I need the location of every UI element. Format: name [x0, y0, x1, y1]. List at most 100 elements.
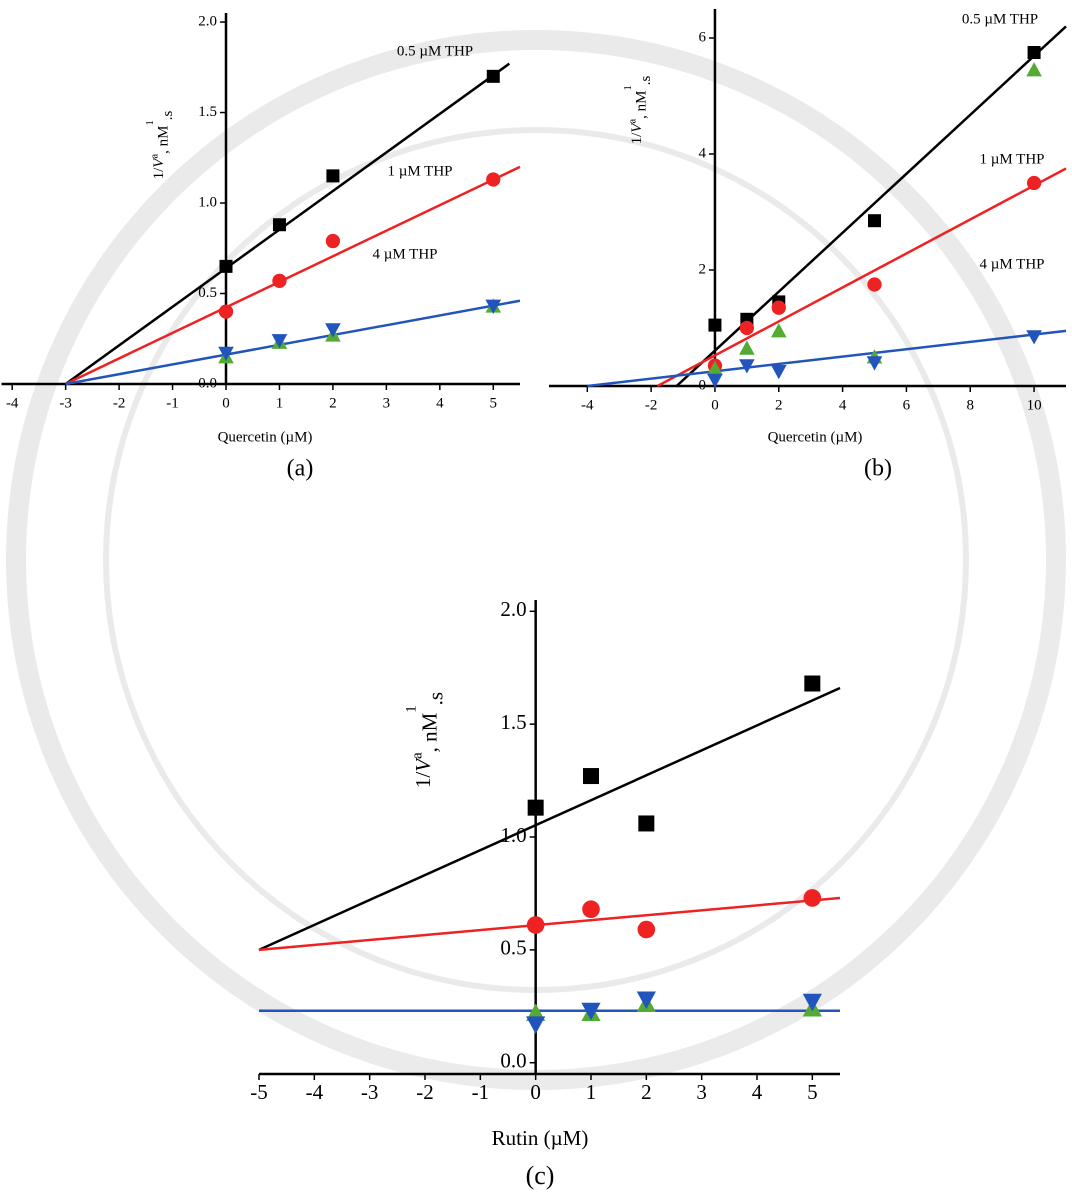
x-tick-label: 0 [222, 395, 230, 411]
fit-line [656, 167, 1067, 388]
x-tick-label: 2 [775, 397, 783, 413]
y-tick-label: 0.0 [198, 375, 217, 391]
y-tick-label: 2.0 [500, 597, 526, 621]
point [1026, 175, 1042, 191]
y-tick-label: 1.0 [198, 194, 217, 210]
y-axis-label-part: 1/ [411, 772, 435, 789]
y-axis-label-part: 1/ [151, 167, 167, 180]
x-tick-label: 4 [752, 1080, 763, 1104]
x-tick-label: 0 [711, 397, 719, 413]
point [526, 916, 545, 934]
y-axis-label-part: a [150, 154, 161, 159]
x-axis-label: Rutin (µM) [492, 1126, 589, 1150]
y-axis-label: 1/Va, nM1 .s [145, 110, 176, 179]
y-axis-label-part: V [411, 757, 435, 772]
x-tick-label: 8 [967, 397, 975, 413]
x-tick-label: 1 [276, 395, 284, 411]
point [581, 1002, 601, 1021]
point [866, 356, 883, 371]
point [1026, 62, 1042, 77]
x-tick-label: -1 [166, 395, 179, 411]
x-tick-label: -3 [361, 1080, 379, 1104]
point [739, 359, 755, 374]
x-tick-label: -2 [113, 395, 126, 411]
point [486, 69, 500, 83]
fit-line [258, 686, 841, 951]
y-tick-label: 2 [698, 261, 706, 277]
point [637, 920, 656, 939]
x-tick-label: 1 [586, 1080, 597, 1104]
y-tick-label: 0.5 [500, 936, 526, 960]
y-tick-label: 2.0 [198, 13, 217, 29]
x-tick-label: -4 [306, 1080, 324, 1104]
point [272, 218, 286, 232]
y-axis-label-part: a [628, 119, 639, 124]
x-tick-label: 4 [839, 397, 847, 413]
point [707, 360, 723, 376]
annotation: 1 µM THP [979, 151, 1044, 167]
point [326, 169, 340, 183]
point [485, 299, 502, 314]
point [219, 259, 233, 273]
point [707, 373, 723, 388]
x-tick-label: -5 [250, 1080, 268, 1104]
y-axis-label-part: , nM [634, 90, 650, 118]
point [771, 300, 786, 315]
panel-label: (b) [864, 456, 892, 482]
point [218, 346, 234, 362]
x-tick-label: 3 [383, 395, 391, 411]
x-tick-label: -3 [59, 395, 72, 411]
point [583, 768, 599, 785]
y-axis-label-part: 1 [145, 120, 156, 125]
point [325, 323, 341, 338]
y-axis-label-part: 1 [404, 705, 420, 712]
y-tick-label: 0.0 [500, 1049, 526, 1073]
point [868, 214, 882, 228]
fit-line [64, 62, 511, 386]
point [803, 889, 822, 907]
panel-label: (c) [526, 1161, 555, 1190]
y-tick-label: 4 [698, 145, 706, 161]
y-axis-label-part: , nM [156, 125, 172, 153]
point [638, 815, 655, 832]
point [802, 993, 822, 1012]
x-tick-label: 10 [1027, 397, 1042, 413]
chart: -4 -2 0 2 4 6 8 10 0 2 4 6 Quercetin (µM)(b) 1/Va, nM… [549, 9, 1067, 482]
point [325, 233, 341, 249]
chart: -4 -3 -2 -1 0 1 2 3 4 5 0.0 0.5 1.0 1.5 2.0 Quercetin (… [1, 13, 521, 482]
y-axis-label-part: .s [423, 692, 447, 705]
point [486, 172, 501, 187]
x-tick-label: -4 [581, 397, 594, 413]
x-tick-label: -4 [6, 395, 19, 411]
fit-line [65, 165, 521, 386]
x-tick-label: 6 [903, 397, 911, 413]
y-axis-label: 1/Va, nM1 .s [623, 75, 654, 144]
x-tick-label: 0 [530, 1080, 541, 1104]
x-tick-label: 4 [436, 395, 444, 411]
point [1027, 46, 1041, 59]
x-tick-label: 5 [807, 1080, 818, 1104]
y-axis-label-part: , nM [417, 712, 441, 752]
y-tick-label: 0 [698, 377, 706, 393]
point [218, 304, 234, 319]
annotation: 4 µM THP [372, 246, 437, 262]
y-axis-label-part: 1/ [629, 132, 645, 145]
annotation: 4 µM THP [979, 256, 1044, 272]
point [770, 365, 787, 380]
point [1026, 330, 1042, 345]
point [804, 675, 821, 692]
y-axis-label-part: V [629, 122, 645, 133]
fit-line [258, 896, 841, 952]
annotation: 0.5 µM THP [962, 11, 1038, 27]
point [739, 340, 755, 355]
fit-line [587, 329, 1067, 388]
point [526, 1016, 546, 1034]
y-tick-label: 1.5 [198, 104, 217, 120]
point [708, 318, 722, 332]
point [527, 799, 544, 816]
x-tick-label: -2 [416, 1080, 434, 1104]
x-tick-label: 3 [696, 1080, 707, 1104]
point [636, 991, 656, 1010]
y-axis-label-part: .s [638, 75, 654, 85]
